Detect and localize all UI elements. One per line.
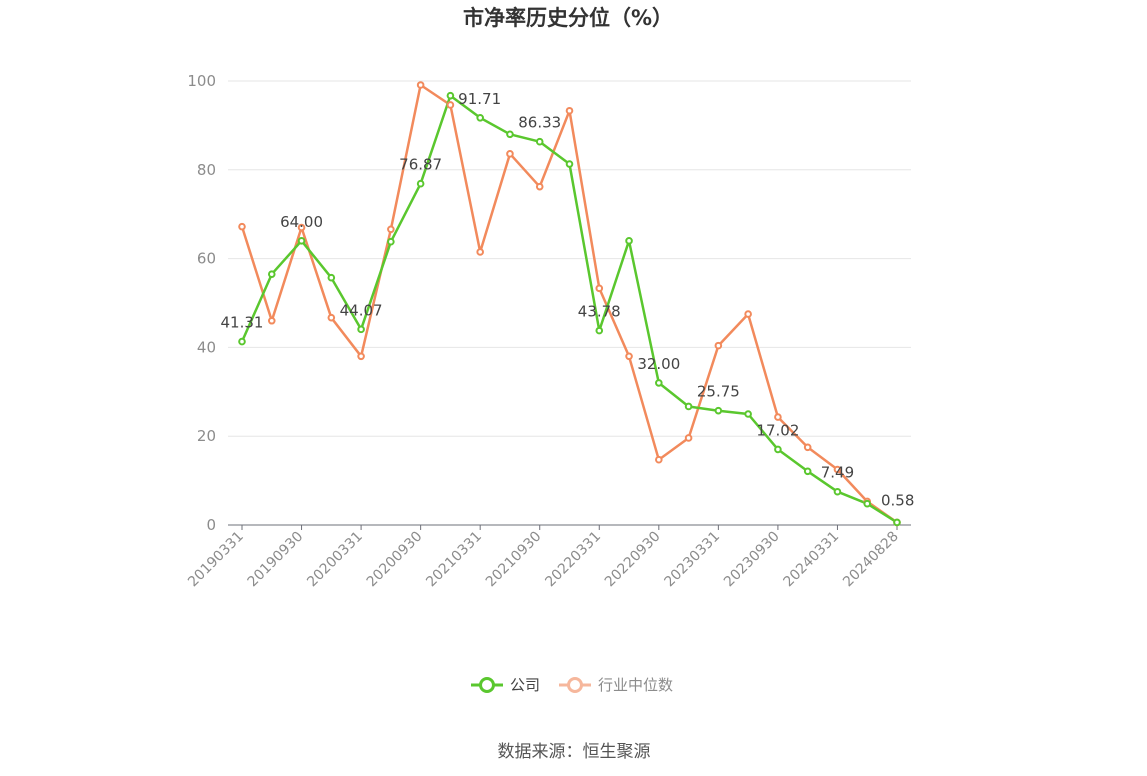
point-s0-21	[863, 499, 872, 508]
point-s0-19	[803, 467, 812, 476]
x-tick-label-20190930: 20190930	[245, 529, 307, 591]
legend: 公司 行业中位数	[471, 676, 673, 694]
point-s1-12	[595, 284, 604, 293]
data-label-20: 7.49	[821, 464, 854, 482]
point-s1-3	[327, 313, 336, 322]
point-s1-1	[267, 316, 276, 325]
point-s0-4	[357, 325, 365, 334]
point-s0-0	[238, 337, 246, 346]
data-label-0: 41.31	[221, 314, 264, 332]
x-tick-label-20220331: 20220331	[542, 529, 604, 591]
legend-company-marker	[479, 677, 495, 693]
data-label-12: 43.78	[578, 303, 621, 321]
grid-lines	[228, 80, 911, 437]
legend-industry-label: 行业中位数	[598, 676, 673, 694]
x-axis: 2019033120190930202003312020093020210331…	[185, 524, 911, 591]
point-s0-14	[655, 379, 663, 387]
point-s0-17	[744, 410, 752, 418]
point-s1-13	[625, 352, 633, 361]
y-tick-label-20: 20	[197, 427, 216, 445]
x-tick-label-20190331: 20190331	[185, 529, 247, 591]
y-tick-label-80: 80	[197, 161, 216, 179]
point-s0-9	[506, 130, 514, 139]
point-s1-11	[565, 106, 574, 115]
point-s0-12	[595, 326, 604, 335]
point-s1-4	[357, 352, 365, 361]
y-tick-label-0: 0	[206, 516, 216, 534]
x-tick-label-20210331: 20210331	[423, 529, 485, 591]
series-points	[238, 81, 901, 527]
point-s1-9	[506, 150, 514, 158]
point-s0-7	[446, 91, 455, 100]
x-tick-label-20200331: 20200331	[304, 529, 366, 591]
data-label-2: 64.00	[280, 213, 323, 231]
point-s0-5	[387, 237, 395, 246]
legend-industry-marker	[567, 677, 583, 693]
point-s1-19	[803, 443, 812, 452]
point-s1-5	[387, 225, 395, 234]
point-s1-20	[833, 465, 842, 474]
data-label-4: 44.07	[340, 301, 383, 319]
point-s0-18	[774, 445, 782, 454]
legend-company-label: 公司	[510, 676, 540, 694]
point-s0-8	[476, 114, 484, 122]
point-s0-1	[267, 270, 276, 278]
legend-item-industry-median[interactable]: 行业中位数	[559, 676, 673, 694]
point-s1-8	[476, 248, 484, 256]
y-axis: 0 20 40 60 80 100	[187, 72, 216, 534]
y-tick-label-40: 40	[197, 338, 216, 356]
data-label-22: 0.58	[881, 491, 914, 509]
data-source: 数据来源：恒生聚源	[498, 742, 651, 762]
point-s1-18	[774, 413, 782, 421]
x-tick-label-20220930: 20220930	[602, 529, 664, 591]
x-tick-label-20200930: 20200930	[364, 529, 426, 591]
data-label-16: 25.75	[697, 383, 740, 401]
point-s1-6	[416, 81, 425, 89]
data-label-14: 32.00	[637, 355, 680, 373]
y-tick-label-60: 60	[197, 250, 216, 268]
data-label-6: 76.87	[399, 156, 442, 174]
point-s1-16	[714, 341, 723, 350]
x-tick-label-20240331: 20240331	[781, 529, 843, 591]
point-s0-3	[327, 273, 336, 282]
point-s0-6	[416, 179, 425, 188]
point-s0-2	[297, 237, 306, 245]
y-tick-label-100: 100	[187, 72, 216, 90]
point-s1-0	[238, 222, 246, 231]
legend-item-company[interactable]: 公司	[471, 676, 540, 694]
x-tick-label-20230930: 20230930	[721, 529, 783, 591]
point-s0-22	[893, 518, 901, 527]
x-tick-label-20230331: 20230331	[661, 529, 723, 591]
point-s0-11	[565, 160, 574, 168]
point-s1-7	[446, 101, 455, 109]
point-s1-2	[297, 223, 306, 232]
point-s1-15	[684, 434, 693, 442]
point-s1-10	[535, 182, 544, 191]
point-s0-15	[684, 402, 693, 411]
point-s0-10	[535, 137, 544, 146]
x-tick-label-20210930: 20210930	[483, 529, 545, 591]
x-tick-label-20240828: 20240828	[840, 529, 902, 591]
point-s0-20	[833, 487, 842, 496]
data-label-8: 91.71	[458, 90, 501, 108]
point-s1-14	[655, 455, 663, 464]
data-label-18: 17.02	[756, 421, 799, 439]
data-labels: 41.31 64.00 44.07 76.87 91.71 86.33 43.78 32.00…	[221, 90, 915, 510]
data-label-10: 86.33	[518, 114, 561, 132]
point-s0-13	[625, 237, 633, 245]
point-s0-16	[714, 406, 723, 415]
chart-title: 市净率历史分位（%）	[463, 6, 673, 30]
point-s1-17	[744, 310, 752, 318]
